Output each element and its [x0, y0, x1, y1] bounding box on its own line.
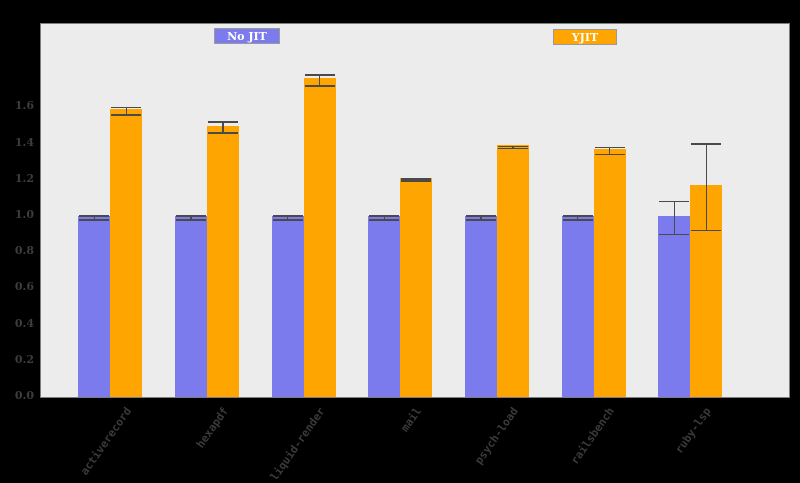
- errorbar-cap: [401, 178, 432, 180]
- bar-yjit-activerecord: [110, 109, 143, 397]
- errorbar-no-jit-liquid-render: [286, 216, 289, 220]
- y-tick-label-1.4: 1.4: [14, 135, 34, 149]
- x-tick-label-railsbench: railsbench: [568, 405, 618, 467]
- errorbar-cap: [594, 153, 625, 156]
- x-tick-label-ruby-lsp: ruby-lsp: [672, 405, 714, 456]
- bar-no-jit-psych-load: [464, 216, 497, 397]
- errorbar-cap: [207, 132, 238, 134]
- errorbar-no-jit-hexapdf: [190, 216, 192, 220]
- errorbar-yjit-psych-load: [512, 146, 514, 149]
- x-tick-label-activerecord: activerecord: [77, 405, 134, 478]
- errorbar-cap: [659, 200, 690, 203]
- errorbar-cap: [401, 180, 432, 182]
- errorbar-yjit-hexapdf: [222, 122, 224, 133]
- errorbar-yjit-activerecord: [125, 107, 128, 115]
- plot-area: No JIT YJIT: [40, 23, 790, 398]
- bar-no-jit-hexapdf: [174, 216, 207, 397]
- y-tick-label-0.8: 0.8: [14, 244, 34, 258]
- errorbar-cap: [691, 229, 722, 232]
- errorbar-yjit-ruby-lsp: [705, 143, 708, 231]
- y-tick-label-0.0: 0.0: [14, 389, 34, 402]
- y-tick-label-0.6: 0.6: [14, 280, 34, 294]
- bar-no-jit-railsbench: [561, 216, 594, 397]
- errorbar-cap: [594, 146, 625, 149]
- legend-yjit-label: YJIT: [571, 31, 599, 44]
- errorbar-cap: [465, 219, 496, 221]
- errorbar-cap: [79, 215, 110, 217]
- errorbar-cap: [304, 85, 335, 87]
- legend-yjit: YJIT: [553, 29, 617, 45]
- bar-yjit-liquid-render: [303, 78, 336, 397]
- errorbar-no-jit-activerecord: [93, 216, 96, 220]
- errorbar-cap: [175, 219, 206, 221]
- errorbar-cap: [369, 219, 400, 221]
- bar-no-jit-liquid-render: [271, 216, 304, 397]
- errorbar-cap: [369, 215, 400, 217]
- errorbar-no-jit-ruby-lsp: [673, 201, 676, 235]
- errorbar-no-jit-railsbench: [576, 216, 579, 220]
- bar-yjit-mail: [400, 178, 433, 397]
- errorbar-cap: [175, 215, 206, 217]
- errorbar-yjit-liquid-render: [318, 75, 321, 86]
- bar-yjit-psych-load: [496, 145, 529, 397]
- errorbar-cap: [497, 145, 528, 148]
- y-tick-label-0.2: 0.2: [14, 352, 34, 366]
- errorbar-cap: [304, 74, 335, 76]
- y-tick-label-1.2: 1.2: [14, 171, 34, 185]
- x-tick-label-hexapdf: hexapdf: [193, 405, 231, 451]
- errorbar-cap: [207, 121, 238, 123]
- errorbar-cap: [562, 215, 593, 217]
- errorbar-cap: [272, 215, 303, 217]
- x-tick-label-liquid-render: liquid-render: [267, 405, 328, 483]
- errorbar-no-jit-mail: [383, 216, 386, 220]
- errorbar-no-jit-psych-load: [480, 216, 482, 220]
- errorbar-yjit-railsbench: [608, 147, 611, 155]
- errorbar-cap: [465, 215, 496, 217]
- errorbar-cap: [691, 143, 722, 145]
- y-tick-label-1.6: 1.6: [14, 99, 34, 113]
- bar-no-jit-ruby-lsp: [658, 216, 691, 397]
- bar-yjit-hexapdf: [206, 125, 239, 397]
- errorbar-cap: [79, 219, 110, 221]
- errorbar-cap: [562, 219, 593, 221]
- errorbar-cap: [111, 106, 142, 109]
- bar-no-jit-mail: [368, 216, 401, 397]
- bar-no-jit-activerecord: [78, 216, 111, 397]
- errorbar-yjit-mail: [415, 179, 418, 181]
- y-tick-label-1.0: 1.0: [14, 208, 34, 221]
- bar-yjit-railsbench: [593, 149, 626, 397]
- y-tick-label-0.4: 0.4: [14, 316, 34, 330]
- errorbar-cap: [659, 233, 690, 236]
- legend-no-jit: No JIT: [214, 28, 280, 44]
- x-tick-label-mail: mail: [398, 405, 424, 435]
- errorbar-cap: [111, 114, 142, 116]
- errorbar-cap: [497, 147, 528, 150]
- errorbar-cap: [272, 219, 303, 221]
- x-tick-label-psych-load: psych-load: [471, 405, 521, 467]
- legend-no-jit-label: No JIT: [227, 30, 267, 43]
